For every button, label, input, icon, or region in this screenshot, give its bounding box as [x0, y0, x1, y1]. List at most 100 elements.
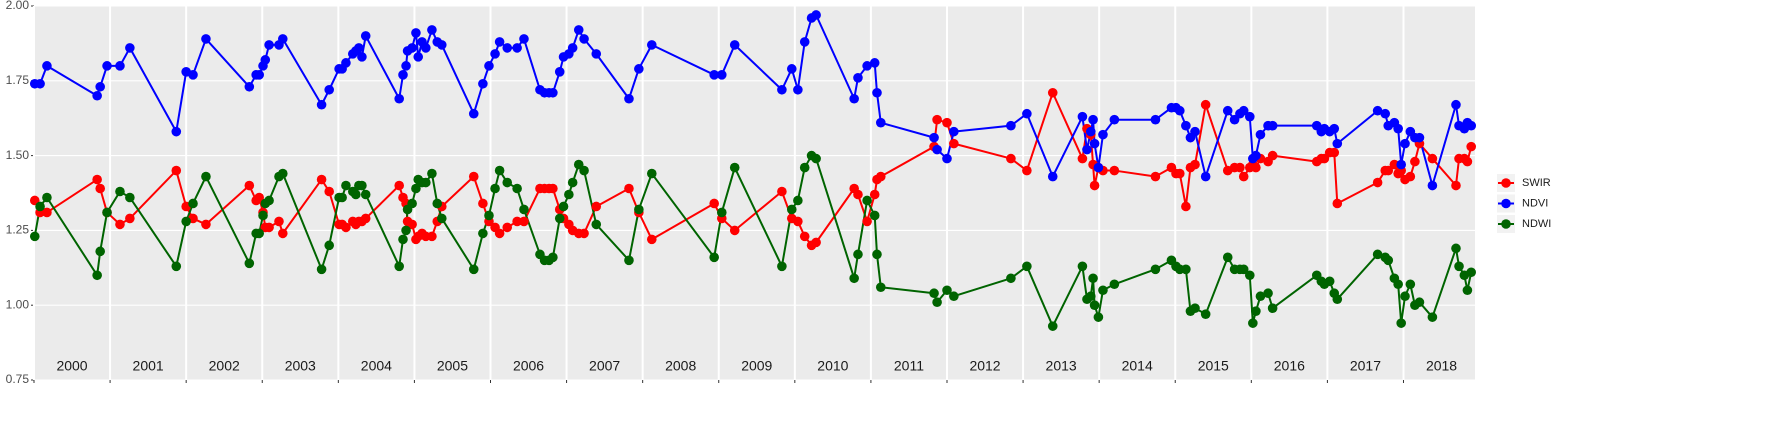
- data-point: [1263, 288, 1273, 299]
- data-point: [95, 183, 105, 194]
- data-point: [494, 37, 505, 47]
- data-point: [624, 93, 634, 104]
- data-point: [421, 177, 431, 188]
- x-tick-label: 2012: [969, 358, 1000, 374]
- x-tick-label: 2010: [817, 358, 848, 374]
- data-point: [646, 234, 657, 245]
- data-point: [1222, 252, 1233, 263]
- data-point: [634, 204, 644, 215]
- data-point: [1251, 150, 1261, 161]
- data-point: [401, 225, 411, 236]
- data-point: [341, 180, 351, 191]
- x-tick-label: 2002: [209, 358, 240, 374]
- data-point: [862, 195, 872, 206]
- data-point: [407, 198, 417, 209]
- data-point: [398, 234, 408, 245]
- data-point: [1466, 120, 1476, 131]
- data-point: [171, 126, 182, 137]
- data-point: [811, 237, 821, 248]
- data-point: [201, 34, 211, 44]
- data-point: [478, 78, 488, 89]
- data-point: [484, 210, 494, 221]
- data-point: [786, 64, 797, 74]
- data-point: [716, 207, 727, 218]
- data-point: [853, 189, 863, 200]
- data-point: [360, 31, 371, 41]
- data-point: [260, 55, 271, 65]
- data-point: [357, 180, 367, 191]
- data-point: [949, 138, 959, 149]
- data-point: [188, 70, 198, 80]
- data-point: [254, 192, 265, 203]
- y-tick-label: 1.25: [6, 223, 30, 237]
- data-point: [394, 261, 404, 272]
- data-point: [1255, 129, 1266, 140]
- data-point: [1427, 180, 1438, 191]
- data-point: [468, 264, 479, 275]
- data-point: [188, 198, 198, 209]
- data-point: [811, 153, 821, 164]
- data-point: [1082, 144, 1092, 155]
- data-point: [1405, 171, 1416, 182]
- x-tick-label: 2001: [133, 358, 164, 374]
- data-point: [494, 228, 505, 239]
- data-point: [1251, 306, 1261, 316]
- data-point: [1085, 291, 1096, 302]
- data-point: [1466, 141, 1476, 152]
- data-point: [573, 25, 584, 35]
- data-point: [1454, 261, 1464, 272]
- y-tick-label: 1.50: [6, 148, 30, 162]
- y-tick-label: 2.00: [6, 0, 30, 12]
- legend-label: NDVI: [1522, 197, 1548, 209]
- data-point: [579, 228, 589, 239]
- data-point: [853, 249, 863, 260]
- data-point: [341, 58, 351, 68]
- data-point: [793, 216, 803, 227]
- data-point: [1175, 105, 1185, 116]
- data-point: [171, 165, 182, 176]
- data-point: [942, 153, 952, 164]
- data-point: [591, 201, 602, 212]
- data-point: [1451, 243, 1461, 254]
- data-point: [1255, 291, 1266, 302]
- data-point: [1077, 261, 1088, 272]
- data-point: [1324, 276, 1335, 287]
- x-tick-label: 2013: [1046, 358, 1077, 374]
- data-point: [729, 40, 740, 50]
- data-point: [171, 261, 182, 272]
- data-point: [564, 189, 574, 200]
- data-point: [949, 126, 959, 137]
- data-point: [411, 28, 421, 38]
- data-point: [316, 99, 327, 110]
- data-point: [1022, 108, 1032, 119]
- data-point: [709, 252, 719, 263]
- data-point: [244, 180, 255, 191]
- data-point: [512, 183, 522, 194]
- data-point: [1200, 171, 1211, 182]
- data-point: [351, 189, 361, 200]
- data-point: [1238, 171, 1249, 182]
- data-point: [181, 216, 191, 227]
- x-tick-label: 2006: [513, 358, 544, 374]
- data-point: [869, 58, 880, 68]
- data-point: [949, 291, 959, 302]
- data-point: [92, 270, 102, 281]
- data-point: [869, 189, 880, 200]
- data-point: [1427, 153, 1438, 164]
- data-point: [1089, 300, 1100, 311]
- data-point: [872, 87, 882, 98]
- data-point: [490, 49, 500, 59]
- data-point: [1267, 120, 1278, 131]
- data-point: [394, 93, 404, 104]
- data-point: [102, 61, 112, 71]
- x-tick-label: 2014: [1122, 358, 1153, 374]
- data-point: [490, 183, 500, 194]
- data-point: [1451, 99, 1461, 110]
- data-point: [1150, 114, 1161, 125]
- x-tick-label: 2000: [56, 358, 87, 374]
- data-point: [115, 219, 125, 230]
- data-point: [1400, 138, 1410, 149]
- data-point: [1400, 291, 1410, 302]
- data-point: [548, 252, 558, 263]
- data-point: [1267, 150, 1278, 161]
